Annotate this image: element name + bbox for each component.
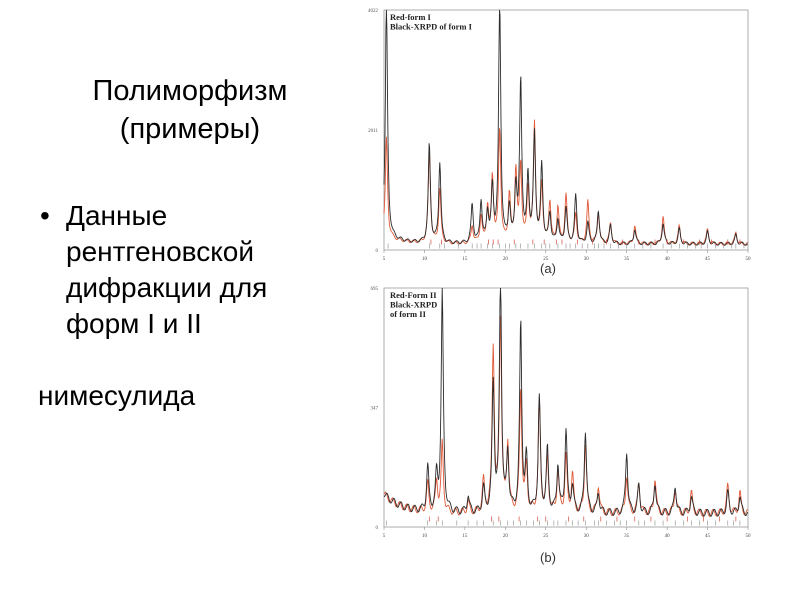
- bullet-list: • Данные рентгеновской дифракции для фор…: [40, 198, 340, 342]
- x-tick-label: 5: [383, 257, 386, 262]
- x-tick-label: 20: [503, 534, 509, 539]
- chart-caption: (a): [540, 261, 556, 276]
- bullet-dot-icon: •: [40, 200, 50, 231]
- compound-name: нимесулида: [38, 380, 196, 411]
- plot-frame: [383, 287, 749, 528]
- x-tick-label: 30: [584, 534, 590, 539]
- y-tick-label: 4022: [368, 9, 379, 14]
- x-tick-label: 25: [543, 534, 549, 539]
- y-tick-label: 2011: [368, 129, 378, 134]
- x-tick-label: 5: [383, 534, 386, 539]
- x-tick-label: 45: [705, 534, 711, 539]
- x-tick-label: 50: [746, 534, 752, 539]
- bullet-line-3: дифракции для: [66, 272, 268, 303]
- series-black-line: [383, 9, 748, 246]
- x-tick-label: 10: [422, 257, 428, 262]
- slide-title: Полиморфизм (примеры): [40, 72, 340, 148]
- series-black-line: [383, 287, 748, 517]
- x-tick-label: 25: [543, 257, 549, 262]
- legend-entry: Black-XRPD of form I: [390, 22, 473, 32]
- slide-title-line-2: (примеры): [119, 113, 261, 145]
- bullet-item: • Данные рентгеновской дифракции для фор…: [40, 198, 340, 342]
- legend-entry: Black-XRPD: [390, 300, 437, 310]
- y-tick-label: 347: [371, 407, 379, 412]
- series-red-line: [383, 315, 748, 517]
- bullet-line-2: рентгеновской: [66, 236, 254, 267]
- x-tick-label: 35: [624, 257, 630, 262]
- x-tick-label: 15: [462, 534, 468, 539]
- x-tick-label: 35: [624, 534, 630, 539]
- x-tick-label: 40: [665, 257, 671, 262]
- y-tick-label: 695: [371, 287, 379, 292]
- plot-frame: [383, 9, 749, 251]
- x-tick-label: 40: [665, 534, 671, 539]
- x-tick-label: 30: [584, 257, 590, 262]
- slide-title-line-1: Полиморфизм: [92, 75, 288, 107]
- bullet-line-4: форм I и II: [66, 308, 202, 339]
- y-tick-label: 0: [376, 526, 379, 531]
- bullet-line-1: Данные: [66, 200, 168, 231]
- x-tick-label: 10: [422, 534, 428, 539]
- xrpd-chart-a: 5 10 15 20 25 30 35 40 45 50 0 2011 4022 Red-form IBl…: [368, 9, 752, 276]
- chart-caption: (b): [540, 550, 556, 565]
- x-tick-label: 15: [462, 257, 468, 262]
- y-tick-label: 0: [376, 249, 379, 254]
- xrpd-chart-b: 5 10 15 20 25 30 35 40 45 50 0 347 695 Red-Form IIBla…: [371, 287, 752, 565]
- x-tick-label: 45: [705, 257, 711, 262]
- bullet-text: Данные рентгеновской дифракции для форм …: [66, 198, 267, 342]
- legend-entry: Red-form I: [390, 12, 432, 22]
- legend-entry: of form II: [390, 309, 427, 319]
- x-tick-label: 20: [503, 257, 509, 262]
- x-tick-label: 50: [746, 257, 752, 262]
- legend-entry: Red-Form II: [390, 290, 437, 300]
- xrpd-panel-b: 5 10 15 20 25 30 35 40 45 50 0 347 695 Red-Form II Bla…: [360, 284, 760, 574]
- series-red-line: [383, 119, 748, 246]
- xrpd-panel-a: 5 10 15 20 25 30 35 40 45 50 0 2011 4022 Red-form I Bl…: [360, 4, 760, 276]
